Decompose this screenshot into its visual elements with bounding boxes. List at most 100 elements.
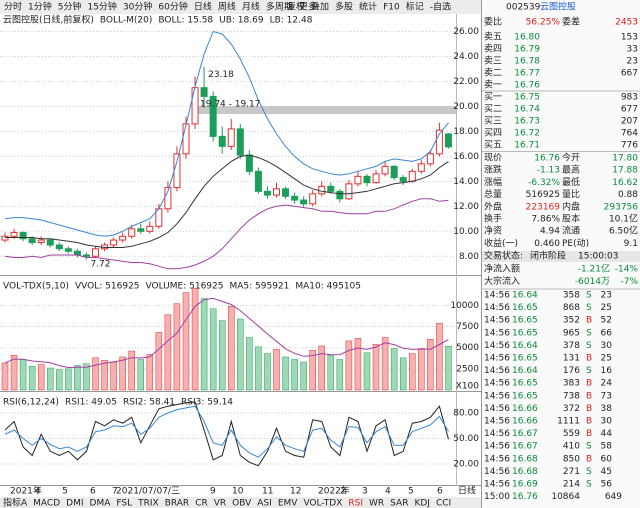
volume-bar bbox=[218, 320, 226, 391]
legend-item: RSI3: 59.14 bbox=[181, 398, 233, 408]
volume-bar bbox=[327, 355, 335, 391]
quote-text: 372 bbox=[563, 404, 580, 414]
indicator-tab[interactable]: OBV bbox=[232, 499, 252, 508]
candle-body bbox=[263, 190, 271, 196]
candle-body bbox=[426, 153, 434, 165]
y-tick-label: 2500 bbox=[456, 364, 479, 374]
volume-bar bbox=[237, 318, 244, 391]
quote-text: 207 bbox=[621, 117, 638, 127]
volume-bar bbox=[390, 348, 398, 391]
volume-bar bbox=[427, 338, 434, 391]
period-tab[interactable]: 月线 bbox=[242, 1, 260, 13]
quote-text: 16.65 bbox=[512, 316, 538, 326]
y-tick-label: 18.00 bbox=[453, 127, 479, 137]
indicator-tab[interactable]: 指标A bbox=[3, 497, 28, 508]
tool-button[interactable]: 复权 bbox=[287, 1, 305, 13]
period-tab[interactable]: 1分钟 bbox=[28, 1, 52, 13]
period-tab[interactable]: 周线 bbox=[218, 1, 236, 13]
tool-button[interactable]: -自选 bbox=[430, 1, 451, 13]
indicator-tab[interactable]: SAR bbox=[390, 499, 408, 508]
quote-text: 214 bbox=[563, 480, 580, 490]
quote-text: 23 bbox=[627, 57, 638, 67]
tool-button[interactable]: 多股 bbox=[335, 1, 353, 13]
period-tab[interactable]: 更多 bbox=[299, 1, 317, 13]
candle-body bbox=[390, 165, 398, 179]
period-label: 日线 bbox=[458, 485, 476, 497]
indicator-tab[interactable]: CCI bbox=[436, 499, 451, 508]
quote-text: 965 bbox=[563, 328, 580, 338]
period-tab[interactable]: 日线 bbox=[194, 1, 212, 13]
quote-text: 14:56 bbox=[484, 328, 510, 338]
quote-text: 委差 bbox=[562, 16, 580, 28]
quote-text: 410 bbox=[563, 442, 580, 452]
quote-text: 352 bbox=[563, 316, 580, 326]
indicator-tab[interactable]: FSL bbox=[116, 499, 132, 508]
tool-button[interactable]: 叠加 bbox=[311, 2, 329, 13]
quote-text: 14:56 bbox=[484, 429, 510, 439]
indicator-tab[interactable]: KDJ bbox=[414, 499, 430, 508]
y-tick-label: 10000 bbox=[450, 301, 479, 311]
period-tab[interactable]: 5分钟 bbox=[58, 1, 82, 13]
candle-body bbox=[245, 154, 253, 172]
legend-item: LB: 12.48 bbox=[270, 16, 313, 26]
indicator-tab[interactable]: BRAR bbox=[165, 499, 189, 508]
indicator-tab[interactable]: DMI bbox=[66, 499, 83, 508]
indicator-tab[interactable]: VOL-TDX bbox=[303, 499, 342, 508]
volume-bar bbox=[155, 332, 163, 391]
quote-text: 买三 bbox=[484, 116, 502, 127]
legend-item: MA5: 595921 bbox=[229, 282, 289, 292]
quote-text: 60 bbox=[601, 454, 613, 464]
candle-body bbox=[137, 228, 145, 232]
volume-bar bbox=[381, 337, 389, 391]
quote-text: 16.73 bbox=[514, 117, 540, 127]
quote-text: 最高 bbox=[562, 164, 580, 176]
quote-text: S bbox=[586, 442, 592, 452]
period-tab[interactable]: 多周期 bbox=[266, 1, 293, 13]
period-tab[interactable]: 15分钟 bbox=[87, 1, 116, 13]
candle-body bbox=[173, 153, 181, 189]
quote-text: 56.25% bbox=[526, 18, 561, 28]
candle-body bbox=[399, 177, 407, 182]
period-tab[interactable]: 60分钟 bbox=[158, 1, 187, 13]
quote-text: 16.76 bbox=[534, 154, 560, 164]
indicator-tab[interactable]: CR bbox=[195, 499, 208, 508]
tool-button[interactable]: 标记 bbox=[406, 1, 424, 13]
quote-text: 14:56 bbox=[484, 379, 510, 389]
quote-text: 16.66 bbox=[512, 417, 538, 427]
indicator-tab[interactable]: RSI bbox=[348, 499, 363, 508]
volume-bar bbox=[228, 305, 235, 391]
indicator-tab[interactable]: EMV bbox=[278, 499, 298, 508]
indicator-tab[interactable]: WR bbox=[369, 499, 384, 508]
indicator-tab[interactable]: TRIX bbox=[137, 499, 159, 508]
price-range-band bbox=[196, 106, 456, 114]
candle-body bbox=[336, 190, 344, 200]
period-tab[interactable]: 分时 bbox=[4, 1, 22, 13]
unit-label: X100 bbox=[456, 382, 480, 392]
period-tab[interactable]: 30分钟 bbox=[123, 1, 152, 13]
quote-text: 14:56 bbox=[484, 341, 510, 351]
tool-button[interactable]: F10 bbox=[383, 3, 400, 13]
quote-text: 买五 bbox=[484, 140, 502, 151]
quote-text: 16.65 bbox=[512, 303, 538, 313]
quote-text: -1.21亿 bbox=[578, 263, 610, 275]
volume-bar bbox=[200, 298, 208, 391]
volume-bar bbox=[409, 353, 416, 391]
quote-text: 4.94 bbox=[540, 227, 560, 237]
indicator-tab[interactable]: DMA bbox=[90, 499, 112, 508]
y-tick-label: 20.00 bbox=[453, 460, 479, 470]
tool-button[interactable]: 统计 bbox=[359, 1, 377, 13]
quote-text: S bbox=[586, 366, 592, 376]
quote-text: 卖五 bbox=[484, 32, 502, 43]
quote-text: 16.69 bbox=[512, 480, 538, 490]
quote-text: 73 bbox=[601, 391, 612, 401]
quote-text: 667 bbox=[621, 69, 638, 79]
quote-text: 38 bbox=[601, 404, 613, 414]
quote-text: 14:56 bbox=[484, 291, 510, 301]
indicator-tab[interactable]: ASI bbox=[257, 499, 272, 508]
indicator-tab[interactable]: VR bbox=[214, 499, 226, 508]
quote-text: 17.80 bbox=[612, 154, 638, 164]
indicator-tab[interactable]: MACD bbox=[33, 499, 60, 508]
candle-body bbox=[372, 173, 380, 184]
quote-text: -14% bbox=[615, 265, 639, 275]
